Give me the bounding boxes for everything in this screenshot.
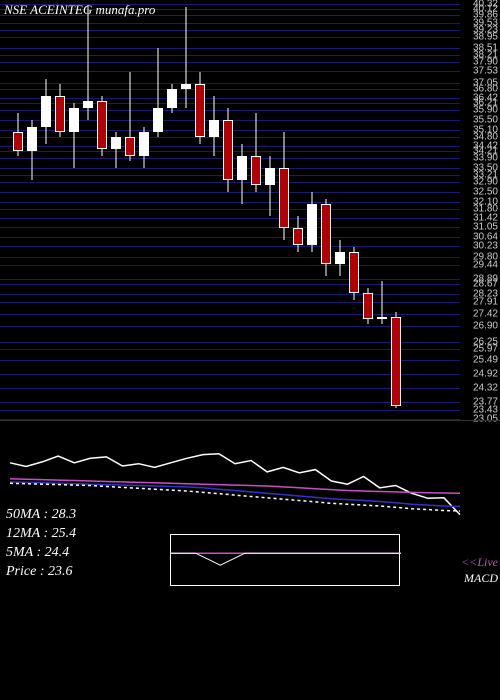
grid-line <box>0 30 460 31</box>
stat-50ma: 50MA : 28.3 <box>6 506 76 525</box>
grid-line <box>0 314 460 315</box>
candle-body <box>293 228 303 245</box>
grid-line <box>0 23 460 24</box>
macd-inset <box>170 534 400 586</box>
grid-line <box>0 246 460 247</box>
indicator-line-ma5 <box>10 483 460 511</box>
grid-line <box>0 62 460 63</box>
price-tick-label: 29.44 <box>473 260 498 271</box>
candle-body <box>181 84 191 89</box>
candle-body <box>307 204 317 245</box>
candle-body <box>125 137 135 156</box>
candle-body <box>349 252 359 293</box>
grid-line <box>0 257 460 258</box>
grid-line <box>0 294 460 295</box>
candle-body <box>13 132 23 151</box>
candle-body <box>97 101 107 149</box>
stock-chart: NSE ACEINTEG munafa.pro 40.3240.1239.863… <box>0 0 500 600</box>
candle-body <box>111 137 121 149</box>
grid-line <box>0 209 460 210</box>
candle-body <box>391 317 401 406</box>
grid-line <box>0 227 460 228</box>
grid-line <box>0 279 460 280</box>
candlestick-panel: NSE ACEINTEG munafa.pro 40.3240.1239.863… <box>0 0 500 420</box>
grid-line <box>0 89 460 90</box>
stat-12ma: 12MA : 25.4 <box>6 525 76 544</box>
grid-line <box>0 83 460 84</box>
candle-body <box>335 252 345 264</box>
live-label: <<Live <box>461 555 498 570</box>
price-tick-label: 37.53 <box>473 66 498 77</box>
stats-panel: 50MA : 28.3 12MA : 25.4 5MA : 24.4 Price… <box>6 506 76 582</box>
price-tick-label: 27.91 <box>473 297 498 308</box>
grid-line <box>0 192 460 193</box>
candle-body <box>223 120 233 180</box>
stat-price: Price : 23.6 <box>6 563 76 582</box>
candle-body <box>363 293 373 319</box>
candle-body <box>167 89 177 108</box>
candle-body <box>83 101 93 108</box>
candle-body <box>153 108 163 132</box>
grid-line <box>0 284 460 285</box>
indicator-panel: 50MA : 28.3 12MA : 25.4 5MA : 24.4 Price… <box>0 420 500 600</box>
chart-header: NSE ACEINTEG munafa.pro <box>4 2 155 18</box>
candle-body <box>251 156 261 185</box>
candle-body <box>265 168 275 185</box>
candle-body <box>27 127 37 151</box>
stat-5ma: 5MA : 24.4 <box>6 544 76 563</box>
price-tick-label: 38.95 <box>473 32 498 43</box>
price-tick-label: 24.32 <box>473 383 498 394</box>
price-tick-label: 24.92 <box>473 368 498 379</box>
candle-body <box>41 96 51 127</box>
grid-line <box>0 237 460 238</box>
candle-wick <box>186 7 187 108</box>
grid-line <box>0 71 460 72</box>
grid-line <box>0 48 460 49</box>
candle-body <box>139 132 149 156</box>
grid-line <box>0 265 460 266</box>
grid-line <box>0 410 460 411</box>
candle-body <box>321 204 331 264</box>
macd-hist-line <box>171 553 401 565</box>
macd-svg <box>171 535 401 587</box>
macd-label: MACD <box>464 571 498 586</box>
grid-line <box>0 103 460 104</box>
grid-line <box>0 202 460 203</box>
grid-line <box>0 218 460 219</box>
grid-line <box>0 55 460 56</box>
candle-body <box>279 168 289 228</box>
candle-wick <box>270 156 271 216</box>
price-tick-label: 27.42 <box>473 308 498 319</box>
price-tick-label: 25.49 <box>473 355 498 366</box>
price-tick-label: 28.67 <box>473 278 498 289</box>
grid-line <box>0 98 460 99</box>
candle-body <box>209 120 219 137</box>
candle-body <box>69 108 79 132</box>
grid-line <box>0 37 460 38</box>
candle-body <box>195 84 205 137</box>
grid-line <box>0 302 460 303</box>
grid-line <box>0 182 460 183</box>
candle-body <box>237 156 247 180</box>
price-tick-label: 26.90 <box>473 321 498 332</box>
candle-body <box>55 96 65 132</box>
candle-body <box>377 317 387 319</box>
price-tick-label: 25.97 <box>473 343 498 354</box>
